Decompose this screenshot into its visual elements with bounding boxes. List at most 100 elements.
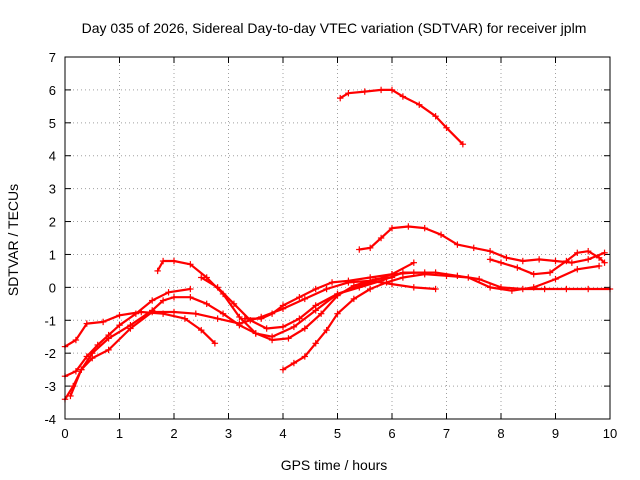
data-point bbox=[192, 310, 199, 317]
data-point bbox=[437, 231, 445, 238]
data-point bbox=[377, 277, 385, 284]
data-point bbox=[574, 249, 581, 257]
data-point bbox=[236, 313, 243, 321]
data-point bbox=[361, 88, 368, 95]
data-point bbox=[301, 353, 308, 360]
data-point bbox=[367, 244, 374, 252]
data-point bbox=[301, 325, 308, 332]
grid bbox=[65, 57, 610, 419]
data-point bbox=[181, 315, 189, 322]
x-tick-label: 2 bbox=[170, 426, 177, 441]
data-point bbox=[585, 247, 592, 255]
y-tick-label: 5 bbox=[49, 116, 56, 131]
series-line bbox=[243, 271, 612, 320]
series-line bbox=[63, 310, 216, 348]
data-point bbox=[568, 259, 576, 266]
data-point bbox=[170, 257, 178, 265]
data-point bbox=[345, 277, 352, 284]
data-point bbox=[563, 285, 570, 293]
data-point bbox=[83, 320, 90, 327]
y-tick-label: -3 bbox=[44, 379, 56, 394]
x-tick-label: 5 bbox=[334, 426, 341, 441]
y-axis-title: SDTVAR / TECUs bbox=[5, 184, 21, 296]
x-tick-label: 7 bbox=[443, 426, 450, 441]
data-point bbox=[290, 323, 298, 331]
data-point bbox=[541, 285, 548, 293]
data-point bbox=[219, 310, 227, 317]
x-tick-label: 0 bbox=[61, 426, 68, 441]
data-point bbox=[72, 336, 80, 344]
data-point bbox=[241, 315, 249, 322]
data-point bbox=[301, 295, 308, 303]
data-point bbox=[416, 101, 423, 108]
data-point bbox=[601, 249, 608, 257]
y-tick-label: -1 bbox=[44, 313, 56, 328]
data-point bbox=[268, 310, 276, 317]
data-point bbox=[574, 266, 581, 273]
data-point bbox=[236, 322, 243, 329]
data-point bbox=[595, 254, 603, 261]
plot-frame bbox=[64, 56, 611, 420]
data-point bbox=[443, 272, 450, 280]
data-point bbox=[132, 310, 140, 317]
data-point bbox=[268, 336, 276, 344]
data-point bbox=[432, 285, 439, 293]
data-point bbox=[535, 256, 543, 263]
data-point bbox=[230, 300, 238, 308]
data-point bbox=[519, 257, 526, 265]
data-point bbox=[296, 294, 303, 301]
data-point bbox=[377, 86, 385, 94]
data-point bbox=[296, 315, 303, 322]
data-point bbox=[552, 275, 559, 283]
data-point bbox=[211, 340, 219, 347]
data-point bbox=[203, 300, 210, 308]
data-point bbox=[486, 247, 494, 255]
chart-title: Day 035 of 2026, Sidereal Day-to-day VTE… bbox=[82, 20, 587, 36]
data-point bbox=[367, 285, 374, 293]
data-point bbox=[99, 318, 107, 326]
data-point bbox=[279, 302, 287, 309]
data-point bbox=[312, 340, 319, 347]
data-point bbox=[323, 326, 330, 334]
series-line bbox=[281, 264, 601, 371]
data-point bbox=[285, 335, 292, 342]
y-tick-label: -2 bbox=[44, 346, 56, 361]
x-tick-label: 10 bbox=[603, 426, 617, 441]
data-point bbox=[263, 325, 270, 332]
data-series bbox=[61, 86, 614, 403]
data-point bbox=[585, 285, 592, 293]
data-point bbox=[170, 308, 178, 316]
series-line bbox=[63, 279, 437, 401]
data-point bbox=[601, 259, 608, 266]
data-point bbox=[67, 392, 74, 400]
data-point bbox=[530, 284, 537, 291]
data-point bbox=[432, 113, 439, 120]
data-point bbox=[388, 86, 396, 94]
y-tick-label: -4 bbox=[44, 412, 56, 427]
data-point bbox=[377, 234, 385, 242]
data-point bbox=[89, 349, 96, 357]
data-point bbox=[350, 295, 358, 303]
y-tick-label: 0 bbox=[49, 280, 56, 295]
data-point bbox=[356, 246, 363, 253]
data-point bbox=[388, 224, 396, 232]
data-point bbox=[159, 257, 167, 265]
data-point bbox=[345, 90, 352, 97]
data-point bbox=[350, 282, 358, 289]
series-line bbox=[63, 287, 192, 378]
x-tick-label: 3 bbox=[225, 426, 232, 441]
data-point bbox=[337, 94, 344, 102]
y-tick-label: 6 bbox=[49, 83, 56, 98]
data-point bbox=[279, 323, 287, 331]
y-tick-label: 3 bbox=[49, 182, 56, 197]
data-point bbox=[367, 274, 374, 281]
data-point bbox=[149, 297, 156, 304]
data-point bbox=[410, 269, 417, 276]
x-tick-label: 8 bbox=[497, 426, 504, 441]
series-line bbox=[489, 250, 606, 276]
data-point bbox=[187, 261, 194, 268]
data-point bbox=[127, 322, 134, 329]
data-point bbox=[72, 368, 80, 375]
data-point bbox=[279, 366, 287, 373]
x-tick-label: 4 bbox=[279, 426, 286, 441]
